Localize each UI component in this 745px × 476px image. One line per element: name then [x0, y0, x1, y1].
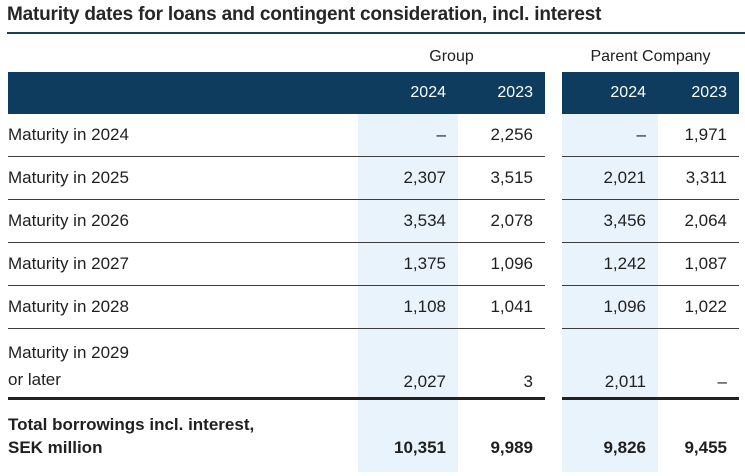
- year-header-parent-2024: 2024: [562, 72, 658, 114]
- cell-parent-2024: 2,011: [562, 329, 658, 400]
- table-row-maturity-2029-or-later: Maturity in 2029 or later 2,027 3 2,011 …: [8, 329, 739, 400]
- cell-parent-2024: 2,021: [562, 157, 658, 200]
- cell-group-2024: –: [358, 114, 458, 157]
- column-gap: [545, 329, 562, 400]
- row-label: Maturity in 2027: [8, 243, 358, 286]
- year-header-parent-2023: 2023: [658, 72, 739, 114]
- year-header-group-2023: 2023: [458, 72, 545, 114]
- table-row-total-borrowings: Total borrowings incl. interest, SEK mil…: [8, 400, 739, 472]
- cell-group-2023: 2,256: [458, 114, 545, 157]
- column-gap: [545, 243, 562, 286]
- column-gap: [545, 34, 562, 72]
- total-row-label: Total borrowings incl. interest, SEK mil…: [8, 400, 358, 472]
- cell-group-2024: 1,375: [358, 243, 458, 286]
- row-label: Maturity in 2026: [8, 200, 358, 243]
- table-row-maturity-2027: Maturity in 2027 1,375 1,096 1,242 1,087: [8, 243, 739, 286]
- cell-group-2023: 3,515: [458, 157, 545, 200]
- cell-parent-2023: –: [658, 329, 739, 400]
- column-gap: [545, 400, 562, 472]
- cell-parent-2023: 1,971: [658, 114, 739, 157]
- row-label: Maturity in 2028: [8, 286, 358, 329]
- year-header-row: 2024 2023 2024 2023: [8, 72, 739, 114]
- cell-group-2023: 1,041: [458, 286, 545, 329]
- total-group-2023: 9,989: [490, 438, 533, 457]
- table-row-maturity-2028: Maturity in 2028 1,108 1,041 1,096 1,022: [8, 286, 739, 329]
- cell-group-2024: 2,027: [358, 329, 458, 400]
- cell-parent-2024: –: [562, 114, 658, 157]
- cell-parent-2024: 3,456: [562, 200, 658, 243]
- column-gap: [545, 200, 562, 243]
- total-parent-2024: 9,826: [562, 400, 658, 472]
- row-label: Maturity in 2029 or later: [8, 329, 358, 400]
- row-label: Maturity in 2024: [8, 114, 358, 157]
- cell-parent-2024: 1,242: [562, 243, 658, 286]
- cell-parent-2023: 3,311: [658, 157, 739, 200]
- cell-group-2024: 2,307: [358, 157, 458, 200]
- total-label-line1: Total borrowings incl. interest,: [8, 415, 255, 434]
- total-parent-2023: 9,455: [684, 438, 727, 457]
- cell-parent-2024: 1,096: [562, 286, 658, 329]
- table-title: Maturity dates for loans and contingent …: [7, 0, 745, 34]
- column-gap: [545, 114, 562, 157]
- cell-group-2024: 3,534: [358, 200, 458, 243]
- spacer-cell: [8, 34, 358, 72]
- total-group-2024: 10,351: [358, 400, 458, 472]
- row-label-line1: Maturity in 2029: [8, 343, 129, 362]
- table-row-maturity-2024: Maturity in 2024 – 2,256 – 1,971: [8, 114, 739, 157]
- row-label: Maturity in 2025: [8, 157, 358, 200]
- total-label-line2: SEK million: [8, 438, 103, 457]
- table-row-maturity-2025: Maturity in 2025 2,307 3,515 2,021 3,311: [8, 157, 739, 200]
- cell-parent-2023: 1,087: [658, 243, 739, 286]
- table-row-maturity-2026: Maturity in 2026 3,534 2,078 3,456 2,064: [8, 200, 739, 243]
- column-gap: [545, 157, 562, 200]
- cell-parent-2023: 2,064: [658, 200, 739, 243]
- column-group-label-parent-company: Parent Company: [590, 48, 711, 65]
- column-gap: [545, 72, 562, 114]
- cell-group-2023: 3: [458, 329, 545, 400]
- cell-group-2024: 1,108: [358, 286, 458, 329]
- year-header-group-2024: 2024: [358, 72, 458, 114]
- column-gap: [545, 286, 562, 329]
- cell-parent-2023: 1,022: [658, 286, 739, 329]
- cell-group-2023: 1,096: [458, 243, 545, 286]
- row-label-line2: or later: [8, 370, 61, 389]
- column-group-header-row: Group Parent Company: [8, 34, 739, 72]
- year-header-spacer: [8, 72, 358, 114]
- column-group-label-group: Group: [429, 48, 474, 65]
- cell-group-2023: 2,078: [458, 200, 545, 243]
